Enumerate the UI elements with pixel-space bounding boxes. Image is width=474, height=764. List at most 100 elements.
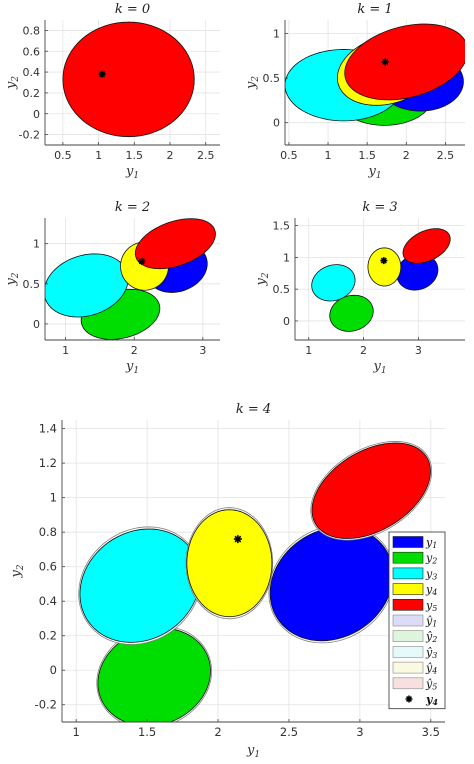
y-tick-label: 0.5	[263, 72, 281, 85]
marker-star	[380, 257, 388, 265]
x-axis-label: y1	[246, 743, 260, 760]
y-tick-label: 0.8	[39, 525, 57, 539]
x-tick-label: 0.5	[54, 149, 72, 162]
legend-swatch-y4	[392, 583, 424, 595]
legend-swatch-y2	[392, 551, 424, 564]
y-tick-label: 0.5	[23, 278, 41, 291]
legend-swatch-ŷ1	[392, 614, 424, 627]
y-tick-label: 0	[33, 108, 40, 121]
x-axis-label: y1	[372, 359, 386, 376]
y-tick-label: 1	[273, 27, 280, 40]
x-tick-label: 3.5	[422, 725, 440, 739]
ellipse-group	[285, 23, 465, 126]
y-tick-label: 1.4	[39, 422, 57, 436]
x-tick-label: 1.5	[126, 149, 144, 162]
x-tick-label: 1	[95, 149, 102, 162]
x-axis-label: y1	[125, 359, 139, 376]
ellipse-y5	[344, 23, 465, 101]
y-tick-label: 1.2	[39, 456, 57, 470]
x-tick-label: 2.5	[280, 725, 298, 739]
y-tick-label: 1	[33, 238, 40, 251]
y-axis-label: y2	[244, 76, 261, 90]
y-tick-label: 0.2	[39, 629, 57, 643]
legend-marker-y4	[405, 695, 413, 703]
y-tick-label: -0.2	[19, 129, 40, 142]
x-tick-label: 1.5	[358, 149, 376, 162]
ellipse-y3	[79, 528, 201, 643]
chart-panel-1: 0.5 1 1.5 2 2.5 0 0.5 1 y1 y2 k = 1	[244, 2, 465, 181]
y-tick-label: 0	[50, 663, 57, 677]
ellipse-group	[311, 228, 451, 332]
x-axis-label: y1	[125, 164, 139, 181]
legend-swatch-y1	[392, 536, 424, 548]
ellipse-group	[62, 21, 195, 138]
y-tick-label: 0.5	[273, 283, 291, 296]
legend-swatch-ŷ5	[392, 677, 424, 690]
x-tick-label: 1.5	[138, 725, 156, 739]
ellipse-y2	[97, 627, 211, 722]
legend-swatch-y3	[392, 567, 424, 580]
y-axis-label: y2	[254, 272, 271, 286]
marker-star	[381, 58, 389, 66]
y-tick-label: 0	[273, 117, 280, 130]
chart-title: k = 0	[115, 2, 150, 17]
x-tick-label: 1	[62, 344, 69, 357]
ellipse-y5	[134, 218, 216, 270]
y-tick-label: 0.6	[39, 560, 57, 574]
y-axis-label: y2	[9, 564, 26, 578]
y-tick-label: 0.6	[23, 45, 41, 58]
x-tick-label: 2.5	[197, 149, 215, 162]
y-axis-label: y2	[4, 272, 21, 286]
chart-panel-2: 1 2 3 0 0.5 1 y1 y2 k = 2	[4, 200, 220, 376]
legend-label: y4	[425, 693, 438, 707]
chart-panel-0: 0.5 1 1.5 2 2.5 -0.2 0 0.2 0.4 0.6 0.8 y1 y2 k = 0	[4, 2, 220, 181]
marker-star	[233, 535, 242, 544]
x-tick-label: 2.5	[437, 149, 455, 162]
y-tick-label: 1	[50, 491, 57, 505]
x-tick-label: 2	[403, 149, 410, 162]
y-tick-label: 1	[283, 251, 290, 264]
x-tick-label: 3	[415, 344, 422, 357]
chart-title: k = 3	[362, 200, 397, 215]
x-tick-label: 0.5	[280, 149, 298, 162]
x-tick-label: 3	[356, 725, 363, 739]
y-tick-label: 0	[283, 315, 290, 328]
y-tick-label: 0.2	[23, 87, 41, 100]
x-tick-label: 2	[131, 344, 138, 357]
y-tick-label: 0.8	[23, 24, 41, 37]
ellipse-y4	[367, 247, 402, 287]
x-axis-label: y1	[367, 164, 381, 181]
x-tick-label: 3	[199, 344, 206, 357]
ellipse-y3	[311, 264, 356, 302]
legend-swatch-ŷ4	[392, 661, 424, 674]
ellipse-y5	[311, 442, 431, 539]
x-tick-label: 2	[167, 149, 174, 162]
ellipse-y5	[62, 21, 195, 138]
chart-title: k = 2	[115, 200, 150, 215]
ellipse-group	[45, 218, 216, 340]
x-tick-label: 1	[305, 344, 312, 357]
ellipse-y3	[45, 253, 129, 318]
legend-swatch-ŷ3	[392, 646, 424, 658]
chart-panel-4: 1 1.5 2 2.5 3 3.5-0.200.20.40.60.811.21.4y1y2…	[9, 402, 446, 760]
marker-star	[98, 70, 106, 78]
legend-swatch-y5	[392, 598, 424, 611]
y-tick-label: 0	[33, 318, 40, 331]
chart-title: k = 4	[236, 402, 271, 417]
chart-title: k = 1	[357, 2, 392, 17]
legend-swatch-ŷ2	[392, 630, 424, 643]
marker-star	[138, 257, 146, 265]
y-tick-label: 1.5	[273, 220, 291, 233]
y-tick-label: -0.2	[35, 698, 57, 712]
y-axis-label: y2	[4, 76, 21, 90]
ellipse-y2	[329, 294, 374, 332]
ellipse-y4	[186, 509, 273, 618]
ellipse-y5	[402, 228, 451, 264]
y-tick-label: 0.4	[39, 594, 57, 608]
x-tick-label: 1	[73, 725, 80, 739]
x-tick-label: 2	[360, 344, 367, 357]
ellipse-group	[78, 441, 433, 722]
x-tick-label: 1	[325, 149, 332, 162]
